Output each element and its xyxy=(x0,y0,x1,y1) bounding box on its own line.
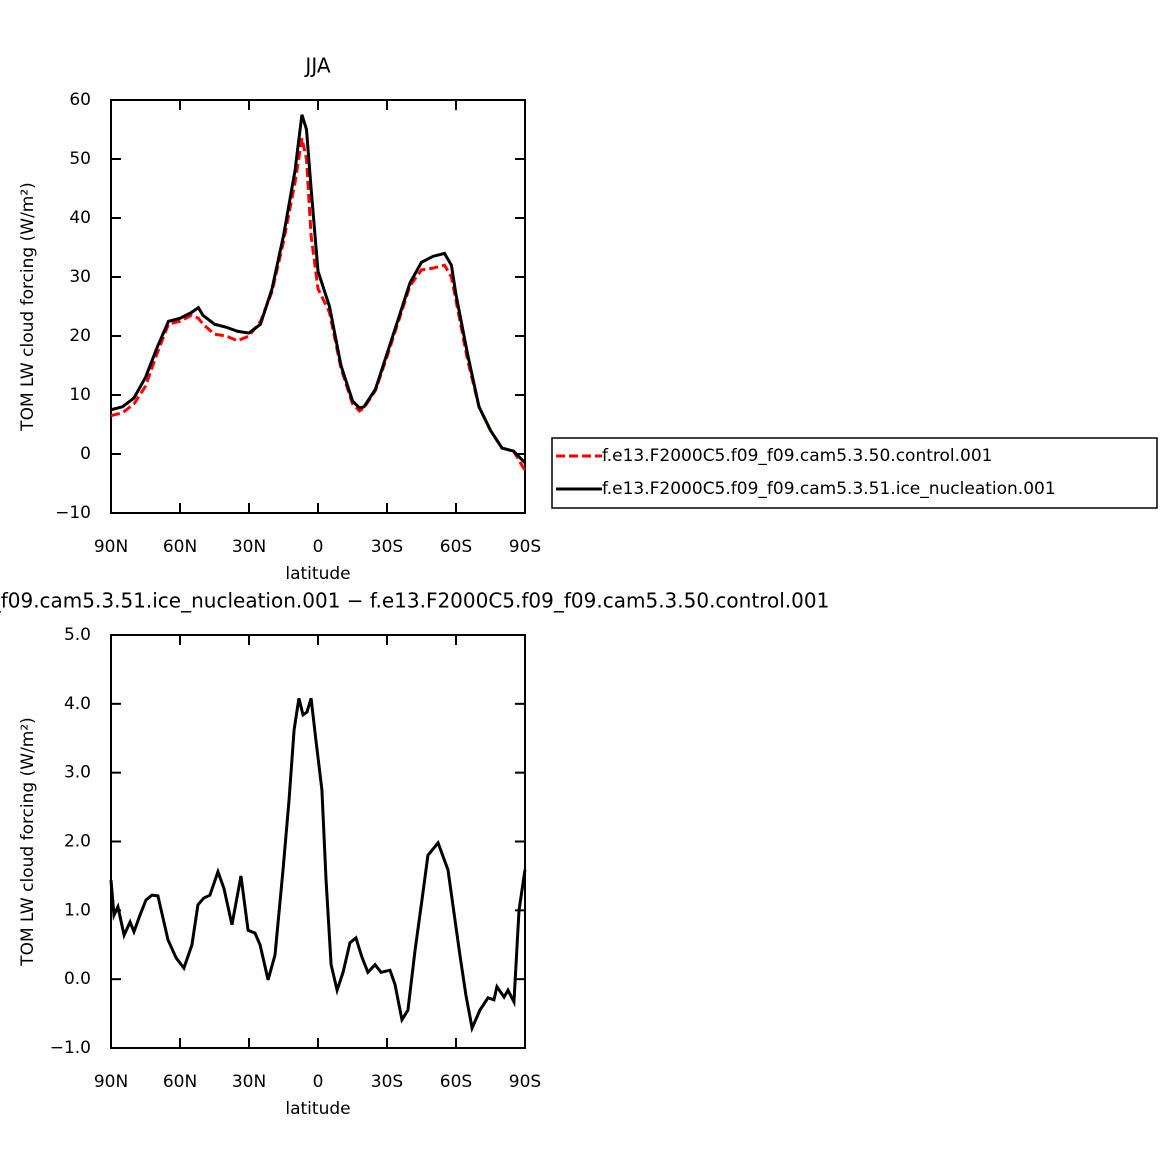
y-tick-label: 5.0 xyxy=(64,625,91,645)
x-tick-label: 60S xyxy=(440,1072,472,1092)
y-tick-label: 60 xyxy=(69,90,91,110)
y-tick-label: 1.0 xyxy=(64,900,91,920)
data-line xyxy=(109,697,527,1034)
y-tick-label: 40 xyxy=(69,208,91,228)
y-tick-label: 10 xyxy=(69,385,91,405)
x-tick-label: 0 xyxy=(313,1072,324,1092)
y-tick-label: −10 xyxy=(55,503,91,523)
y-tick-label: 4.0 xyxy=(64,694,91,714)
legend-box xyxy=(551,437,1158,509)
x-tick-label: 60N xyxy=(163,1072,197,1092)
y-tick-label: 20 xyxy=(69,326,91,346)
y-tick-label: 0 xyxy=(80,444,91,464)
legend-label: f.e13.F2000C5.f09_f09.cam5.3.51.ice_nucl… xyxy=(602,479,1056,499)
x-tick-label: 90S xyxy=(509,1072,541,1092)
y-tick-label: −1.0 xyxy=(50,1038,91,1058)
x-tick-label: 0 xyxy=(313,537,324,557)
plot-frame xyxy=(110,634,526,1049)
x-tick-label: 60S xyxy=(440,537,472,557)
x-tick-label: 30N xyxy=(232,1072,266,1092)
y-tick-label: 0.0 xyxy=(64,969,91,989)
plot-frame xyxy=(110,99,526,514)
x-tick-label: 90N xyxy=(94,1072,128,1092)
y-tick-label: 2.0 xyxy=(64,832,91,852)
y-tick-label: 30 xyxy=(69,267,91,287)
y-axis-label: TOM LW cloud forcing (W/m²) xyxy=(18,182,38,432)
x-tick-label: 90N xyxy=(94,537,128,557)
x-tick-label: 30S xyxy=(371,537,403,557)
y-tick-label: 50 xyxy=(69,149,91,169)
x-tick-label: 30N xyxy=(232,537,266,557)
data-line xyxy=(110,114,527,464)
chart-title: JJA xyxy=(303,54,330,78)
data-line xyxy=(110,138,527,472)
x-tick-label: 90S xyxy=(509,537,541,557)
x-axis-label: latitude xyxy=(285,564,350,584)
y-axis-label: TOM LW cloud forcing (W/m²) xyxy=(18,717,38,967)
x-tick-label: 30S xyxy=(371,1072,403,1092)
x-axis-label: latitude xyxy=(285,1099,350,1119)
x-tick-label: 60N xyxy=(163,537,197,557)
legend-label: f.e13.F2000C5.f09_f09.cam5.3.50.control.… xyxy=(602,446,993,466)
chart-title: f.e13.F2000C5.f09_f09.cam5.3.51.ice_nucl… xyxy=(0,589,829,613)
y-tick-label: 3.0 xyxy=(64,763,91,783)
